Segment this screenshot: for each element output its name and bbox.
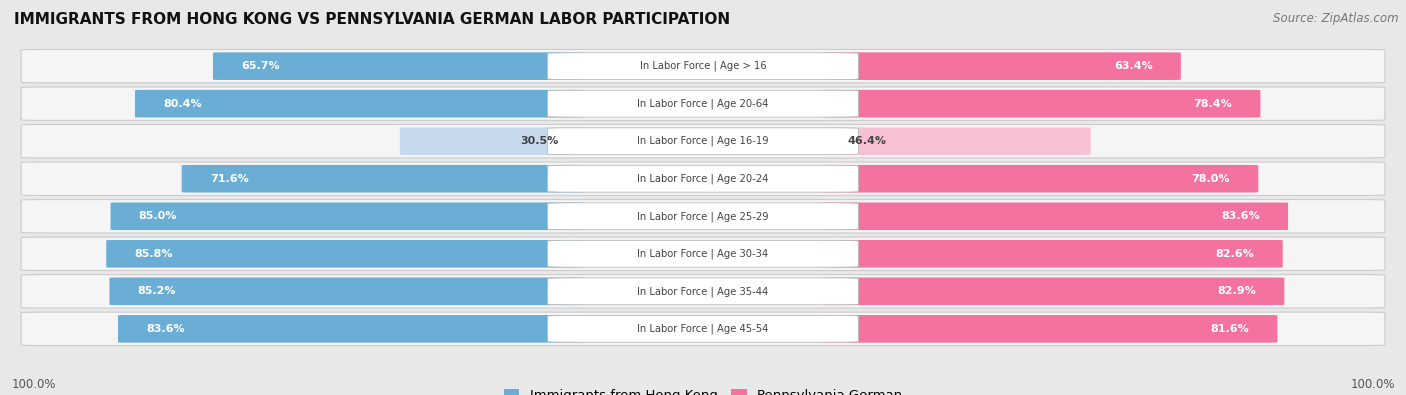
FancyBboxPatch shape [821,278,1284,305]
FancyBboxPatch shape [21,162,1385,196]
Text: In Labor Force | Age 45-54: In Labor Force | Age 45-54 [637,324,769,334]
FancyBboxPatch shape [547,278,858,305]
FancyBboxPatch shape [821,315,1278,342]
Text: 63.4%: 63.4% [1114,61,1153,71]
FancyBboxPatch shape [111,203,585,230]
Text: In Labor Force | Age > 16: In Labor Force | Age > 16 [640,61,766,71]
Text: 85.8%: 85.8% [135,249,173,259]
Text: 100.0%: 100.0% [11,378,56,391]
Text: In Labor Force | Age 35-44: In Labor Force | Age 35-44 [637,286,769,297]
Text: 83.6%: 83.6% [146,324,184,334]
Text: 71.6%: 71.6% [209,174,249,184]
FancyBboxPatch shape [118,315,585,342]
FancyBboxPatch shape [821,53,1181,80]
Text: 85.0%: 85.0% [139,211,177,221]
FancyBboxPatch shape [547,53,858,80]
Text: 83.6%: 83.6% [1222,211,1260,221]
FancyBboxPatch shape [21,275,1385,308]
FancyBboxPatch shape [21,49,1385,83]
Legend: Immigrants from Hong Kong, Pennsylvania German: Immigrants from Hong Kong, Pennsylvania … [498,384,908,395]
FancyBboxPatch shape [399,128,583,155]
FancyBboxPatch shape [21,87,1385,120]
Text: In Labor Force | Age 16-19: In Labor Force | Age 16-19 [637,136,769,147]
FancyBboxPatch shape [821,90,1260,117]
Text: 80.4%: 80.4% [163,99,201,109]
FancyBboxPatch shape [547,90,858,117]
FancyBboxPatch shape [110,278,585,305]
Text: In Labor Force | Age 20-24: In Labor Force | Age 20-24 [637,173,769,184]
FancyBboxPatch shape [821,165,1258,192]
FancyBboxPatch shape [547,203,858,230]
Text: 78.0%: 78.0% [1192,174,1230,184]
FancyBboxPatch shape [547,240,858,267]
Text: In Labor Force | Age 25-29: In Labor Force | Age 25-29 [637,211,769,222]
Text: 30.5%: 30.5% [520,136,560,146]
FancyBboxPatch shape [107,240,585,267]
Text: In Labor Force | Age 20-64: In Labor Force | Age 20-64 [637,98,769,109]
FancyBboxPatch shape [547,128,858,155]
FancyBboxPatch shape [821,240,1282,267]
Text: 81.6%: 81.6% [1211,324,1250,334]
FancyBboxPatch shape [21,124,1385,158]
Text: 100.0%: 100.0% [1350,378,1395,391]
Text: 85.2%: 85.2% [138,286,176,296]
Text: IMMIGRANTS FROM HONG KONG VS PENNSYLVANIA GERMAN LABOR PARTICIPATION: IMMIGRANTS FROM HONG KONG VS PENNSYLVANI… [14,12,730,27]
Text: In Labor Force | Age 30-34: In Labor Force | Age 30-34 [637,248,769,259]
FancyBboxPatch shape [212,53,585,80]
FancyBboxPatch shape [21,199,1385,233]
Text: 46.4%: 46.4% [846,136,886,146]
FancyBboxPatch shape [547,165,858,192]
FancyBboxPatch shape [21,237,1385,271]
FancyBboxPatch shape [547,315,858,342]
FancyBboxPatch shape [135,90,585,117]
FancyBboxPatch shape [821,128,1091,155]
Text: 82.9%: 82.9% [1218,286,1256,296]
FancyBboxPatch shape [821,203,1288,230]
Text: Source: ZipAtlas.com: Source: ZipAtlas.com [1274,12,1399,25]
Text: 82.6%: 82.6% [1216,249,1254,259]
Text: 65.7%: 65.7% [240,61,280,71]
FancyBboxPatch shape [21,312,1385,346]
FancyBboxPatch shape [181,165,585,192]
Text: 78.4%: 78.4% [1194,99,1232,109]
